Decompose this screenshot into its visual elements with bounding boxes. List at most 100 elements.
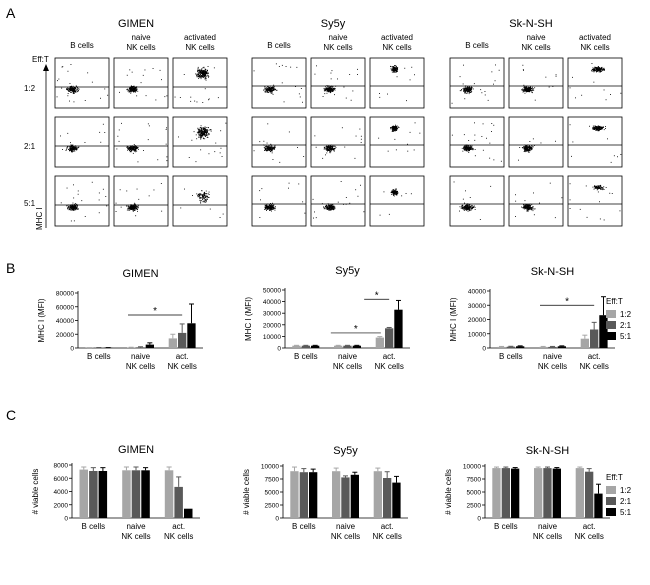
flow-event-dot: [525, 148, 527, 150]
flow-event-dot: [395, 124, 396, 126]
flow-event-dot: [597, 129, 598, 131]
flow-event-dot: [593, 70, 595, 72]
flow-event-dot: [327, 88, 328, 90]
flow-event-dot: [107, 94, 109, 96]
flow-event-dot: [67, 146, 68, 148]
flow-event-dot: [357, 74, 358, 75]
flow-event-dot: [468, 205, 470, 207]
flow-event-dot: [201, 134, 203, 136]
flow-event-dot: [327, 88, 329, 90]
flow-event-dot: [265, 149, 267, 151]
flow-event-dot: [201, 128, 202, 130]
flow-event-dot: [205, 75, 207, 76]
flow-event-dot: [329, 90, 330, 91]
flow-event-dot: [524, 208, 526, 210]
flow-event-dot: [205, 199, 206, 200]
flow-event-dot: [67, 87, 69, 89]
flow-event-dot: [396, 129, 398, 131]
flow-event-dot: [527, 147, 529, 149]
flow-dot-cloud: [569, 63, 622, 101]
flow-event-dot: [532, 208, 533, 210]
flow-event-dot: [73, 92, 75, 94]
flow-dot-cloud: [378, 122, 421, 152]
flow-event-dot: [77, 91, 78, 93]
flow-event-dot: [207, 137, 209, 138]
flow-event-dot: [395, 67, 397, 69]
flow-event-dot: [526, 90, 528, 91]
flow-event-dot: [598, 186, 600, 188]
flow-event-dot: [126, 209, 128, 211]
flow-event-dot: [271, 207, 272, 209]
flow-event-dot: [395, 70, 397, 72]
flow-event-dot: [200, 137, 202, 139]
flow-event-dot: [135, 150, 137, 151]
flow-event-dot: [275, 89, 276, 91]
flow-event-dot: [528, 145, 530, 147]
flow-event-dot: [332, 88, 334, 90]
flow-event-dot: [337, 201, 339, 203]
flow-event-dot: [598, 128, 599, 130]
flow-event-dot: [75, 85, 77, 87]
flow-event-dot: [271, 150, 273, 152]
flow-event-dot: [199, 72, 201, 74]
flow-event-dot: [611, 193, 613, 194]
flow-event-dot: [295, 86, 296, 87]
flow-event-dot: [267, 203, 269, 205]
flow-event-dot: [523, 84, 525, 86]
flow-event-dot: [202, 133, 204, 135]
flow-event-dot: [70, 206, 71, 207]
flow-event-dot: [527, 151, 529, 153]
flow-event-dot: [204, 72, 205, 74]
flow-event-dot: [137, 206, 138, 208]
flow-event-dot: [132, 86, 134, 87]
flow-event-dot: [136, 87, 137, 89]
flow-event-dot: [130, 89, 131, 90]
flow-event-dot: [555, 75, 557, 77]
flow-event-dot: [327, 150, 329, 151]
flow-event-dot: [264, 149, 266, 151]
flow-event-dot: [473, 207, 475, 209]
flow-event-dot: [468, 93, 470, 95]
flow-event-dot: [70, 207, 72, 209]
flow-event-dot: [474, 209, 476, 210]
flow-event-dot: [474, 149, 476, 150]
flow-event-dot: [272, 207, 274, 208]
flow-event-dot: [206, 72, 207, 73]
flow-event-dot: [272, 206, 274, 207]
flow-event-dot: [207, 130, 208, 132]
flow-event-dot: [531, 147, 533, 149]
flow-event-dot: [69, 205, 71, 206]
flow-plot-frame: [449, 116, 505, 168]
flow-event-dot: [569, 87, 571, 89]
flow-event-dot: [87, 72, 89, 74]
flow-event-dot: [350, 99, 352, 101]
flow-event-dot: [274, 146, 276, 148]
flow-event-dot: [460, 90, 462, 92]
flow-event-dot: [270, 88, 272, 90]
flow-event-dot: [575, 97, 576, 99]
flow-event-dot: [273, 148, 275, 150]
flow-event-dot: [527, 206, 529, 208]
flow-event-dot: [598, 185, 600, 187]
flow-event-dot: [70, 147, 72, 149]
flow-event-dot: [392, 125, 394, 127]
flow-event-dot: [134, 88, 136, 90]
flow-event-dot: [199, 70, 200, 71]
flow-event-dot: [204, 197, 206, 199]
flow-event-dot: [266, 205, 267, 206]
flow-event-dot: [78, 90, 79, 91]
flow-event-dot: [325, 88, 327, 89]
flow-event-dot: [599, 185, 600, 187]
flow-event-dot: [203, 70, 205, 72]
flow-event-dot: [174, 96, 176, 98]
flow-event-dot: [600, 70, 602, 72]
flow-event-dot: [272, 148, 274, 150]
flow-column-label: NK cells: [580, 43, 609, 52]
flow-event-dot: [199, 76, 201, 78]
flow-event-dot: [74, 146, 76, 148]
flow-event-dot: [75, 208, 76, 210]
flow-event-dot: [199, 75, 200, 77]
flow-event-dot: [469, 146, 471, 148]
flow-event-dot: [198, 76, 200, 78]
flow-event-dot: [523, 146, 524, 148]
